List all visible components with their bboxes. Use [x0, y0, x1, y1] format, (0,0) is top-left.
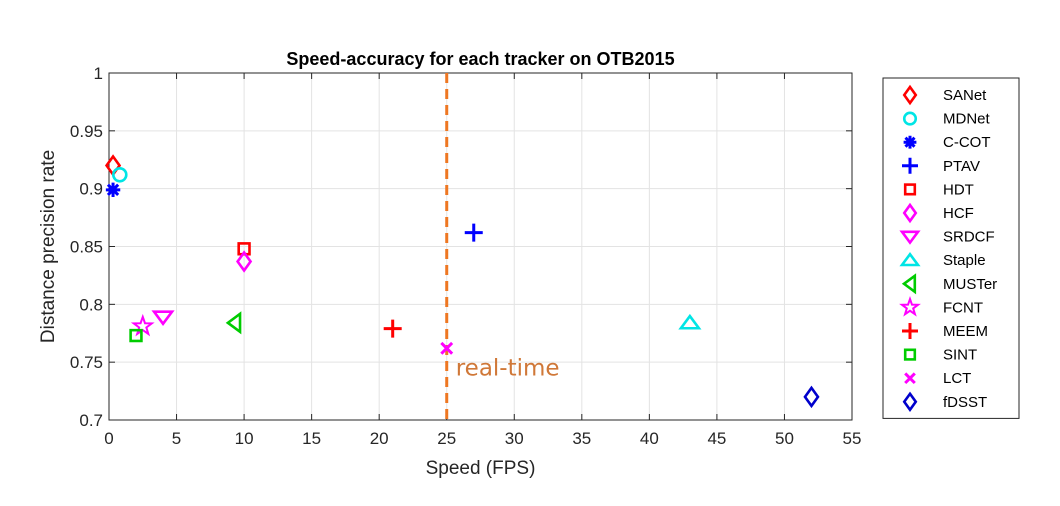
- legend: SANet MDNet C-COT PTAV HDT HCF SRDCF Staple MUST…: [882, 77, 1020, 419]
- x-tick-label: 45: [707, 429, 726, 448]
- y-ticks: 0.7 0.75 0.8 0.85 0.9 0.95 1: [70, 64, 852, 430]
- legend-label-staple: Staple: [943, 252, 986, 269]
- x-tick-label: 0: [104, 429, 113, 448]
- legend-marker-fcnt: [899, 295, 921, 317]
- legend-marker-fdsst: [902, 391, 918, 413]
- data-points: [104, 154, 820, 409]
- legend-label-ptav: PTAV: [943, 158, 980, 175]
- real-time-annotation: real-time: [456, 355, 560, 381]
- x-tick-label: 35: [572, 429, 591, 448]
- legend-marker-hcf: [902, 202, 918, 224]
- point-fcnt: [130, 313, 155, 337]
- x-tick-label: 20: [370, 429, 389, 448]
- legend-label-sanet: SANet: [943, 87, 987, 104]
- point-sint: [129, 328, 143, 343]
- x-tick-label: 15: [302, 429, 321, 448]
- legend-label-meem: MEEM: [943, 323, 988, 340]
- legend-marker-ptav: [902, 157, 918, 174]
- point-meem: [383, 319, 402, 338]
- y-axis-label: Distance precision rate: [38, 150, 59, 343]
- point-fdsst: [803, 385, 820, 409]
- legend-marker-sint: [903, 348, 917, 361]
- legend-marker-staple: [899, 252, 921, 267]
- point-c-cot: [105, 182, 121, 198]
- legend-marker-srdcf: [899, 230, 921, 245]
- point-hcf: [236, 250, 253, 273]
- y-tick-label: 0.7: [79, 411, 103, 430]
- legend-label-lct: LCT: [943, 370, 971, 387]
- legend-label-muster: MUSTer: [943, 276, 997, 293]
- legend-label-sint: SINT: [943, 347, 977, 364]
- point-lct: [440, 341, 454, 355]
- legend-marker-sanet: [902, 84, 918, 106]
- y-tick-label: 0.75: [70, 353, 103, 372]
- x-axis-label: Speed (FPS): [426, 458, 536, 479]
- x-tick-label: 50: [775, 429, 794, 448]
- point-mdnet: [112, 167, 128, 183]
- legend-label-srdcf: SRDCF: [943, 229, 995, 246]
- y-tick-label: 0.95: [70, 122, 103, 141]
- y-tick-label: 0.9: [79, 180, 103, 199]
- point-staple: [678, 313, 702, 330]
- x-tick-label: 5: [172, 429, 181, 448]
- legend-marker-mdnet: [902, 111, 918, 126]
- legend-marker-meem: [902, 323, 918, 339]
- x-tick-label: 40: [640, 429, 659, 448]
- legend-box: [882, 77, 1020, 419]
- y-tick-label: 1: [94, 64, 103, 83]
- legend-label-hdt: HDT: [943, 181, 974, 198]
- x-ticks: 0 5 10 15 20 25 30 35 40 45 50 55: [104, 73, 861, 448]
- point-ptav: [464, 223, 483, 242]
- x-tick-label: 10: [235, 429, 254, 448]
- point-srdcf: [151, 310, 175, 326]
- legend-label-mdnet: MDNet: [943, 111, 991, 128]
- x-tick-label: 30: [505, 429, 524, 448]
- legend-marker-c-cot: [903, 135, 917, 149]
- point-muster: [225, 311, 242, 335]
- legend-label-fcnt: FCNT: [943, 299, 983, 316]
- chart-title: Speed-accuracy for each tracker on OTB20…: [286, 49, 674, 69]
- legend-label-c-cot: C-COT: [943, 134, 991, 151]
- x-tick-label: 55: [843, 429, 862, 448]
- legend-marker-lct: [904, 372, 916, 385]
- y-tick-label: 0.85: [70, 238, 103, 257]
- legend-label-fdsst: fDSST: [943, 394, 987, 411]
- legend-marker-hdt: [903, 183, 917, 196]
- x-tick-label: 25: [437, 429, 456, 448]
- legend-label-hcf: HCF: [943, 205, 974, 222]
- legend-marker-muster: [901, 273, 917, 295]
- y-tick-label: 0.8: [79, 295, 103, 314]
